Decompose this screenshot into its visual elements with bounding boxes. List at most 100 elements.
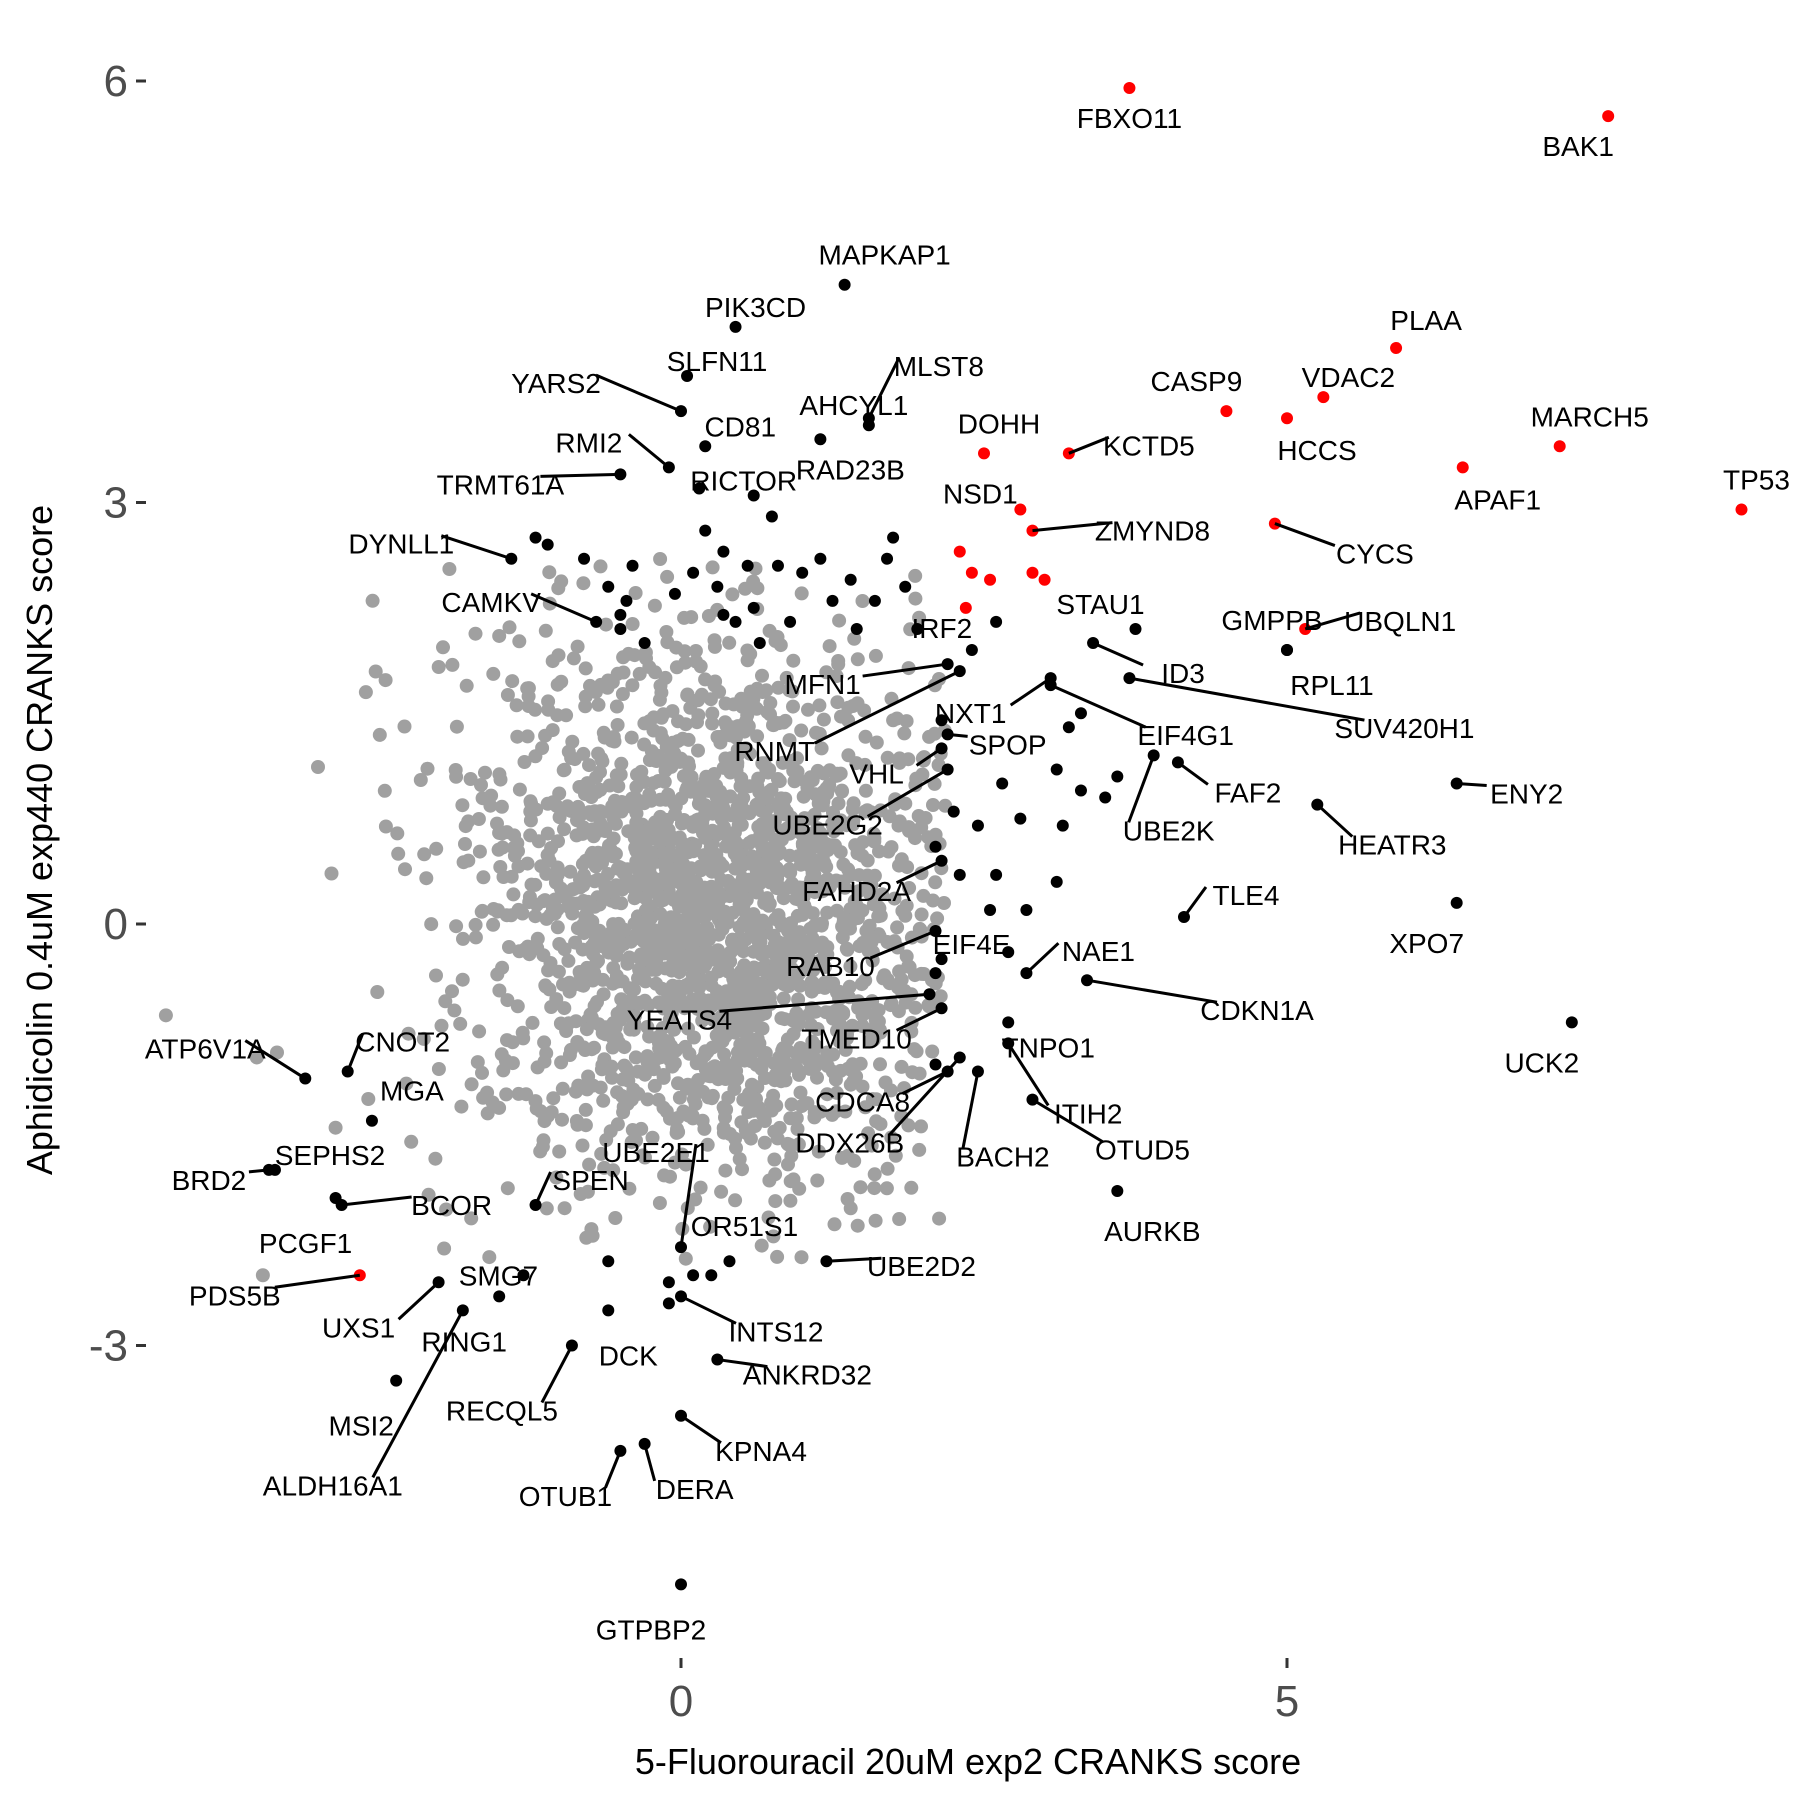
- leader-line: [901, 1070, 949, 1095]
- background-point: [464, 1211, 479, 1226]
- background-point: [594, 1062, 609, 1077]
- background-point: [749, 855, 764, 870]
- background-point: [615, 687, 630, 701]
- background-point: [835, 784, 849, 799]
- background-point: [763, 696, 778, 710]
- background-point: [570, 639, 585, 654]
- hit-point: [699, 524, 712, 537]
- background-point: [921, 830, 936, 845]
- leader-line: [540, 1344, 574, 1404]
- gene-label: TMED10: [801, 1023, 911, 1054]
- background-point: [679, 783, 694, 798]
- gene-label: ATP6V1A: [145, 1034, 266, 1065]
- hit-point: [529, 531, 542, 544]
- background-point: [777, 1065, 791, 1080]
- hit-point: [741, 559, 754, 572]
- background-point: [864, 1138, 879, 1153]
- background-point: [560, 799, 575, 814]
- background-point: [693, 1180, 708, 1195]
- leader-line: [1031, 1098, 1104, 1143]
- background-point: [537, 1035, 552, 1050]
- background-point: [429, 841, 444, 856]
- background-point: [612, 860, 627, 874]
- background-point: [551, 581, 566, 596]
- gene-label: UBE2G2: [772, 809, 883, 840]
- background-point: [832, 613, 847, 628]
- background-point: [814, 918, 829, 933]
- background-point: [542, 565, 557, 580]
- background-point: [648, 963, 663, 977]
- background-point: [645, 1130, 660, 1145]
- background-point: [829, 873, 844, 888]
- background-point: [742, 836, 757, 850]
- background-point: [399, 1076, 414, 1091]
- highlight-point: [1281, 412, 1293, 425]
- background-point: [627, 1016, 642, 1031]
- leader-line: [604, 1450, 622, 1489]
- background-point: [794, 586, 809, 601]
- background-point: [820, 905, 835, 920]
- background-point: [615, 974, 630, 989]
- background-point: [749, 922, 764, 937]
- hit-point: [753, 637, 766, 649]
- background-point: [458, 837, 472, 851]
- background-point: [869, 735, 884, 750]
- background-point: [691, 743, 705, 758]
- leader-line: [1316, 803, 1354, 838]
- background-point: [447, 1003, 462, 1018]
- gene-label: NSD1: [943, 479, 1018, 510]
- gene-label: MGA: [380, 1076, 444, 1107]
- background-point: [622, 1181, 637, 1196]
- background-point: [628, 586, 643, 600]
- background-point: [609, 930, 624, 945]
- hit-point: [953, 868, 966, 881]
- hit-point: [626, 559, 639, 572]
- background-point: [625, 678, 640, 693]
- leader-line: [371, 1309, 465, 1479]
- background-point: [480, 1106, 495, 1121]
- background-point: [805, 866, 820, 881]
- background-point: [716, 917, 731, 932]
- background-point: [791, 1012, 806, 1027]
- leader-line: [248, 1168, 270, 1174]
- background-point: [378, 673, 393, 688]
- background-point: [563, 864, 578, 879]
- highlight-point: [959, 601, 972, 614]
- background-point: [766, 928, 781, 943]
- leader-line: [643, 1443, 657, 1482]
- hit-point: [1281, 644, 1293, 657]
- background-point: [705, 716, 720, 731]
- background-point: [728, 1193, 743, 1208]
- background-point: [836, 1005, 851, 1020]
- background-point: [725, 905, 740, 920]
- background-point: [794, 723, 809, 738]
- background-point: [930, 911, 945, 926]
- background-point: [826, 824, 841, 839]
- background-point: [795, 838, 810, 853]
- background-point: [653, 809, 668, 824]
- background-point: [512, 782, 527, 797]
- background-point: [594, 751, 609, 766]
- background-point: [830, 695, 845, 710]
- leader-line: [346, 1032, 365, 1073]
- gene-label: DDX26B: [795, 1127, 904, 1158]
- background-point: [825, 1107, 840, 1122]
- background-point: [718, 1029, 733, 1044]
- hit-point: [771, 559, 784, 572]
- background-point: [656, 1068, 671, 1082]
- background-point: [766, 718, 781, 733]
- background-point: [495, 960, 510, 975]
- hit-point: [814, 433, 827, 446]
- background-point: [705, 864, 719, 879]
- leader-line: [961, 1071, 980, 1149]
- hit-point: [1450, 896, 1463, 909]
- background-point: [890, 920, 905, 935]
- background-point: [557, 1001, 572, 1016]
- background-point: [791, 992, 806, 1007]
- leader-line: [679, 1143, 698, 1248]
- background-point: [662, 947, 677, 961]
- background-point: [691, 1082, 706, 1097]
- background-point: [496, 1063, 511, 1078]
- background-point: [544, 1000, 559, 1014]
- gene-label: MFN1: [785, 669, 861, 700]
